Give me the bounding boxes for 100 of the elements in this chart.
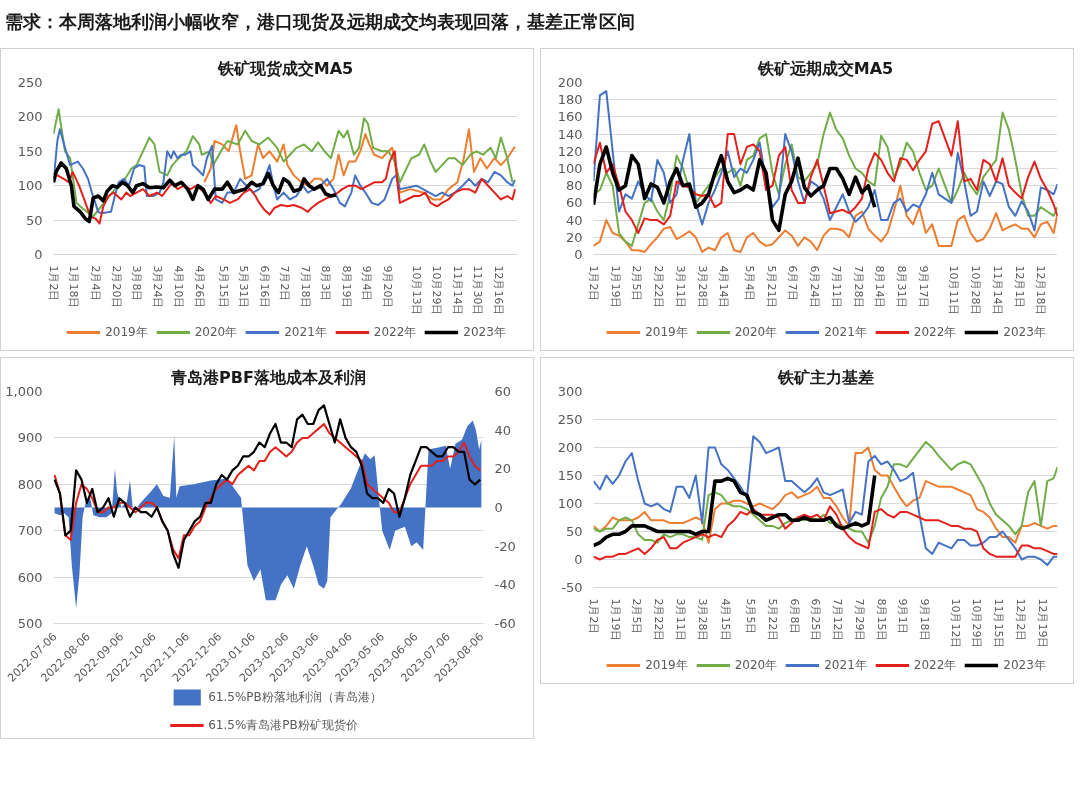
- x-tick-label: 3月11日: [673, 598, 687, 642]
- y-tick-label: 100: [17, 178, 43, 194]
- x-tick-label: 9月17日: [916, 265, 930, 309]
- y-tick-label: 140: [557, 126, 583, 142]
- x-tick-label: 10月11日: [947, 265, 961, 316]
- x-tick-label: 6月25日: [809, 598, 823, 642]
- y-tick-label: 20: [565, 229, 583, 245]
- x-tick-label: 8月3日: [319, 265, 333, 302]
- legend-label: 2023年: [1003, 323, 1046, 341]
- legend-label: 2022年: [913, 656, 957, 674]
- legend-label: 2022年: [913, 323, 957, 341]
- y-tick-label: 500: [17, 616, 43, 631]
- y-tick-label: 150: [17, 143, 43, 159]
- legend-label: 2020年: [194, 323, 238, 341]
- y-tick-label: 120: [557, 143, 583, 159]
- x-tick-label: 9月4日: [360, 265, 374, 302]
- legend-label: 2020年: [734, 656, 778, 674]
- x-tick-label: 1月2日: [587, 598, 600, 635]
- x-tick-label: 9月20日: [380, 265, 394, 309]
- chart-title: 铁矿现货成交MA5: [216, 58, 354, 78]
- x-tick-label: 12月19日: [1035, 598, 1049, 649]
- y2-tick-label: -60: [494, 616, 516, 631]
- x-tick-label: 8月14日: [873, 265, 887, 309]
- x-tick-label: 12月18日: [1034, 265, 1048, 316]
- x-tick-label: 5月5日: [744, 598, 758, 635]
- x-tick-label: 8月15日: [874, 598, 888, 642]
- y-tick-label: 0: [574, 247, 583, 262]
- x-tick-label: 5月4日: [742, 265, 756, 302]
- x-tick-label: 11月14日: [450, 265, 464, 316]
- x-tick-label: 11月30日: [471, 265, 485, 316]
- legend-label: 2019年: [645, 656, 688, 674]
- x-tick-label: 10月13日: [410, 265, 424, 316]
- y-tick-label: 60: [565, 195, 583, 211]
- y-tick-label: 200: [17, 109, 43, 125]
- y-tick-label: 300: [557, 384, 583, 399]
- y2-tick-label: -20: [494, 538, 516, 554]
- legend-label: 2023年: [1003, 656, 1046, 674]
- x-tick-label: 10月29日: [970, 598, 984, 649]
- x-tick-label: 1月19日: [608, 598, 622, 642]
- y-tick-label: 50: [565, 524, 583, 539]
- legend-label: 2022年: [373, 323, 417, 341]
- y-tick-label: -50: [561, 580, 583, 595]
- x-tick-label: 6月16日: [257, 265, 271, 309]
- x-tick-label: 9月18日: [918, 598, 932, 642]
- x-tick-label: 2月22日: [652, 265, 666, 309]
- y-tick-label: 160: [557, 109, 583, 125]
- line-series: [53, 422, 482, 560]
- y-tick-label: 250: [17, 75, 43, 90]
- y-tick-label: 50: [25, 212, 43, 228]
- y-tick-label: 800: [17, 476, 43, 492]
- x-tick-label: 2月22日: [652, 598, 666, 642]
- y2-tick-label: 20: [494, 461, 512, 477]
- y-tick-label: 100: [557, 161, 583, 176]
- x-tick-label: 3月8日: [130, 265, 144, 302]
- x-tick-label: 9月1日: [896, 598, 910, 635]
- x-tick-label: 11月14日: [990, 265, 1004, 316]
- y2-tick-label: 60: [494, 384, 512, 399]
- x-tick-label: 2月5日: [630, 265, 644, 302]
- y-tick-label: 80: [565, 178, 583, 194]
- x-tick-label: 5月15日: [217, 265, 231, 309]
- x-tick-label: 6月24日: [808, 265, 822, 309]
- y2-tick-label: 40: [494, 422, 512, 438]
- x-tick-label: 7月2日: [278, 265, 292, 302]
- line-series: [593, 505, 1058, 561]
- chart-title: 铁矿远期成交MA5: [756, 58, 894, 78]
- x-tick-label: 5月31日: [237, 265, 251, 309]
- line-series: [593, 90, 1058, 232]
- chart-title: 铁矿主力基差: [776, 367, 874, 387]
- x-tick-label: 11月15日: [992, 598, 1006, 649]
- line-series: [593, 184, 1058, 253]
- x-tick-label: 12月2日: [1013, 598, 1027, 642]
- x-tick-label: 4月10日: [172, 265, 186, 309]
- legend-label: 2021年: [284, 323, 327, 341]
- x-tick-label: 12月1日: [1012, 265, 1026, 309]
- y-tick-label: 200: [557, 75, 583, 90]
- legend-label: 2020年: [734, 323, 778, 341]
- y-tick-label: 100: [557, 496, 583, 511]
- y-tick-label: 150: [557, 468, 583, 483]
- legend-label: 2019年: [645, 323, 688, 341]
- x-tick-label: 3月11日: [673, 265, 687, 309]
- x-tick-label: 6月8日: [787, 598, 801, 635]
- x-tick-label: 4月26日: [192, 265, 206, 309]
- legend-label: 2021年: [824, 656, 867, 674]
- x-tick-label: 7月11日: [829, 265, 843, 309]
- chart-title: 青岛港PBF落地成本及利润: [170, 367, 366, 387]
- x-tick-label: 5月21日: [764, 265, 778, 309]
- y2-tick-label: -40: [494, 577, 516, 593]
- legend-label: 2023年: [463, 323, 506, 341]
- x-tick-label: 8月31日: [895, 265, 909, 309]
- x-tick-label: 2月20日: [109, 265, 123, 309]
- y-tick-label: 900: [17, 430, 43, 446]
- x-tick-label: 7月12日: [831, 598, 845, 642]
- x-tick-label: 1月2日: [587, 265, 600, 302]
- line-series: [593, 145, 877, 233]
- line-series: [593, 120, 1058, 234]
- x-tick-label: 10月12日: [948, 598, 962, 649]
- line-series: [53, 128, 516, 215]
- y-tick-label: 700: [17, 523, 43, 539]
- y2-tick-label: 0: [494, 500, 503, 515]
- x-tick-label: 3月28日: [695, 598, 709, 642]
